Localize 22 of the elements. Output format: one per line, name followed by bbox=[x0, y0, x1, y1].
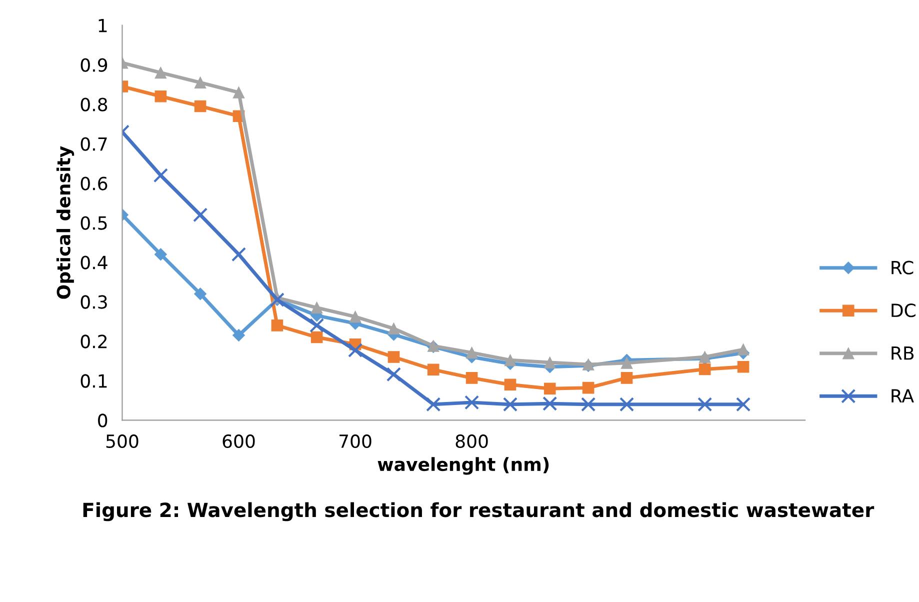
y-tick-label: 0.9 bbox=[80, 58, 108, 72]
x-tick-label: 700 bbox=[340, 434, 372, 448]
x-tick-label: 500 bbox=[106, 434, 138, 448]
text: Figure 2: Wavelength selection for restaurant and domestic wastewater bbox=[83, 502, 874, 522]
legend-label: RB bbox=[892, 346, 914, 360]
y-tick-label: 1 bbox=[98, 18, 107, 32]
x-tick-label: 800 bbox=[456, 434, 488, 448]
legend-label: RA bbox=[892, 389, 914, 402]
x-tick-label: 600 bbox=[222, 434, 255, 448]
y-tick-label: 0.7 bbox=[80, 137, 107, 151]
y-tick-label: 0.2 bbox=[80, 334, 107, 348]
y-tick-label: 0.4 bbox=[80, 256, 108, 270]
x-axis-title: wavelenght (nm) bbox=[378, 457, 549, 475]
y-tick-label: 0.6 bbox=[80, 176, 108, 190]
y-tick-label: 0.5 bbox=[80, 216, 107, 230]
y-tick-label: 0 bbox=[98, 414, 108, 428]
y-tick-label: 0.8 bbox=[80, 98, 108, 112]
y-tick-label: 0.1 bbox=[80, 374, 107, 388]
legend-label: DC bbox=[892, 304, 916, 318]
y-tick-label: 0.3 bbox=[80, 295, 107, 309]
legend-label: RC bbox=[892, 260, 914, 274]
y-axis-title: Optical density bbox=[56, 146, 74, 299]
